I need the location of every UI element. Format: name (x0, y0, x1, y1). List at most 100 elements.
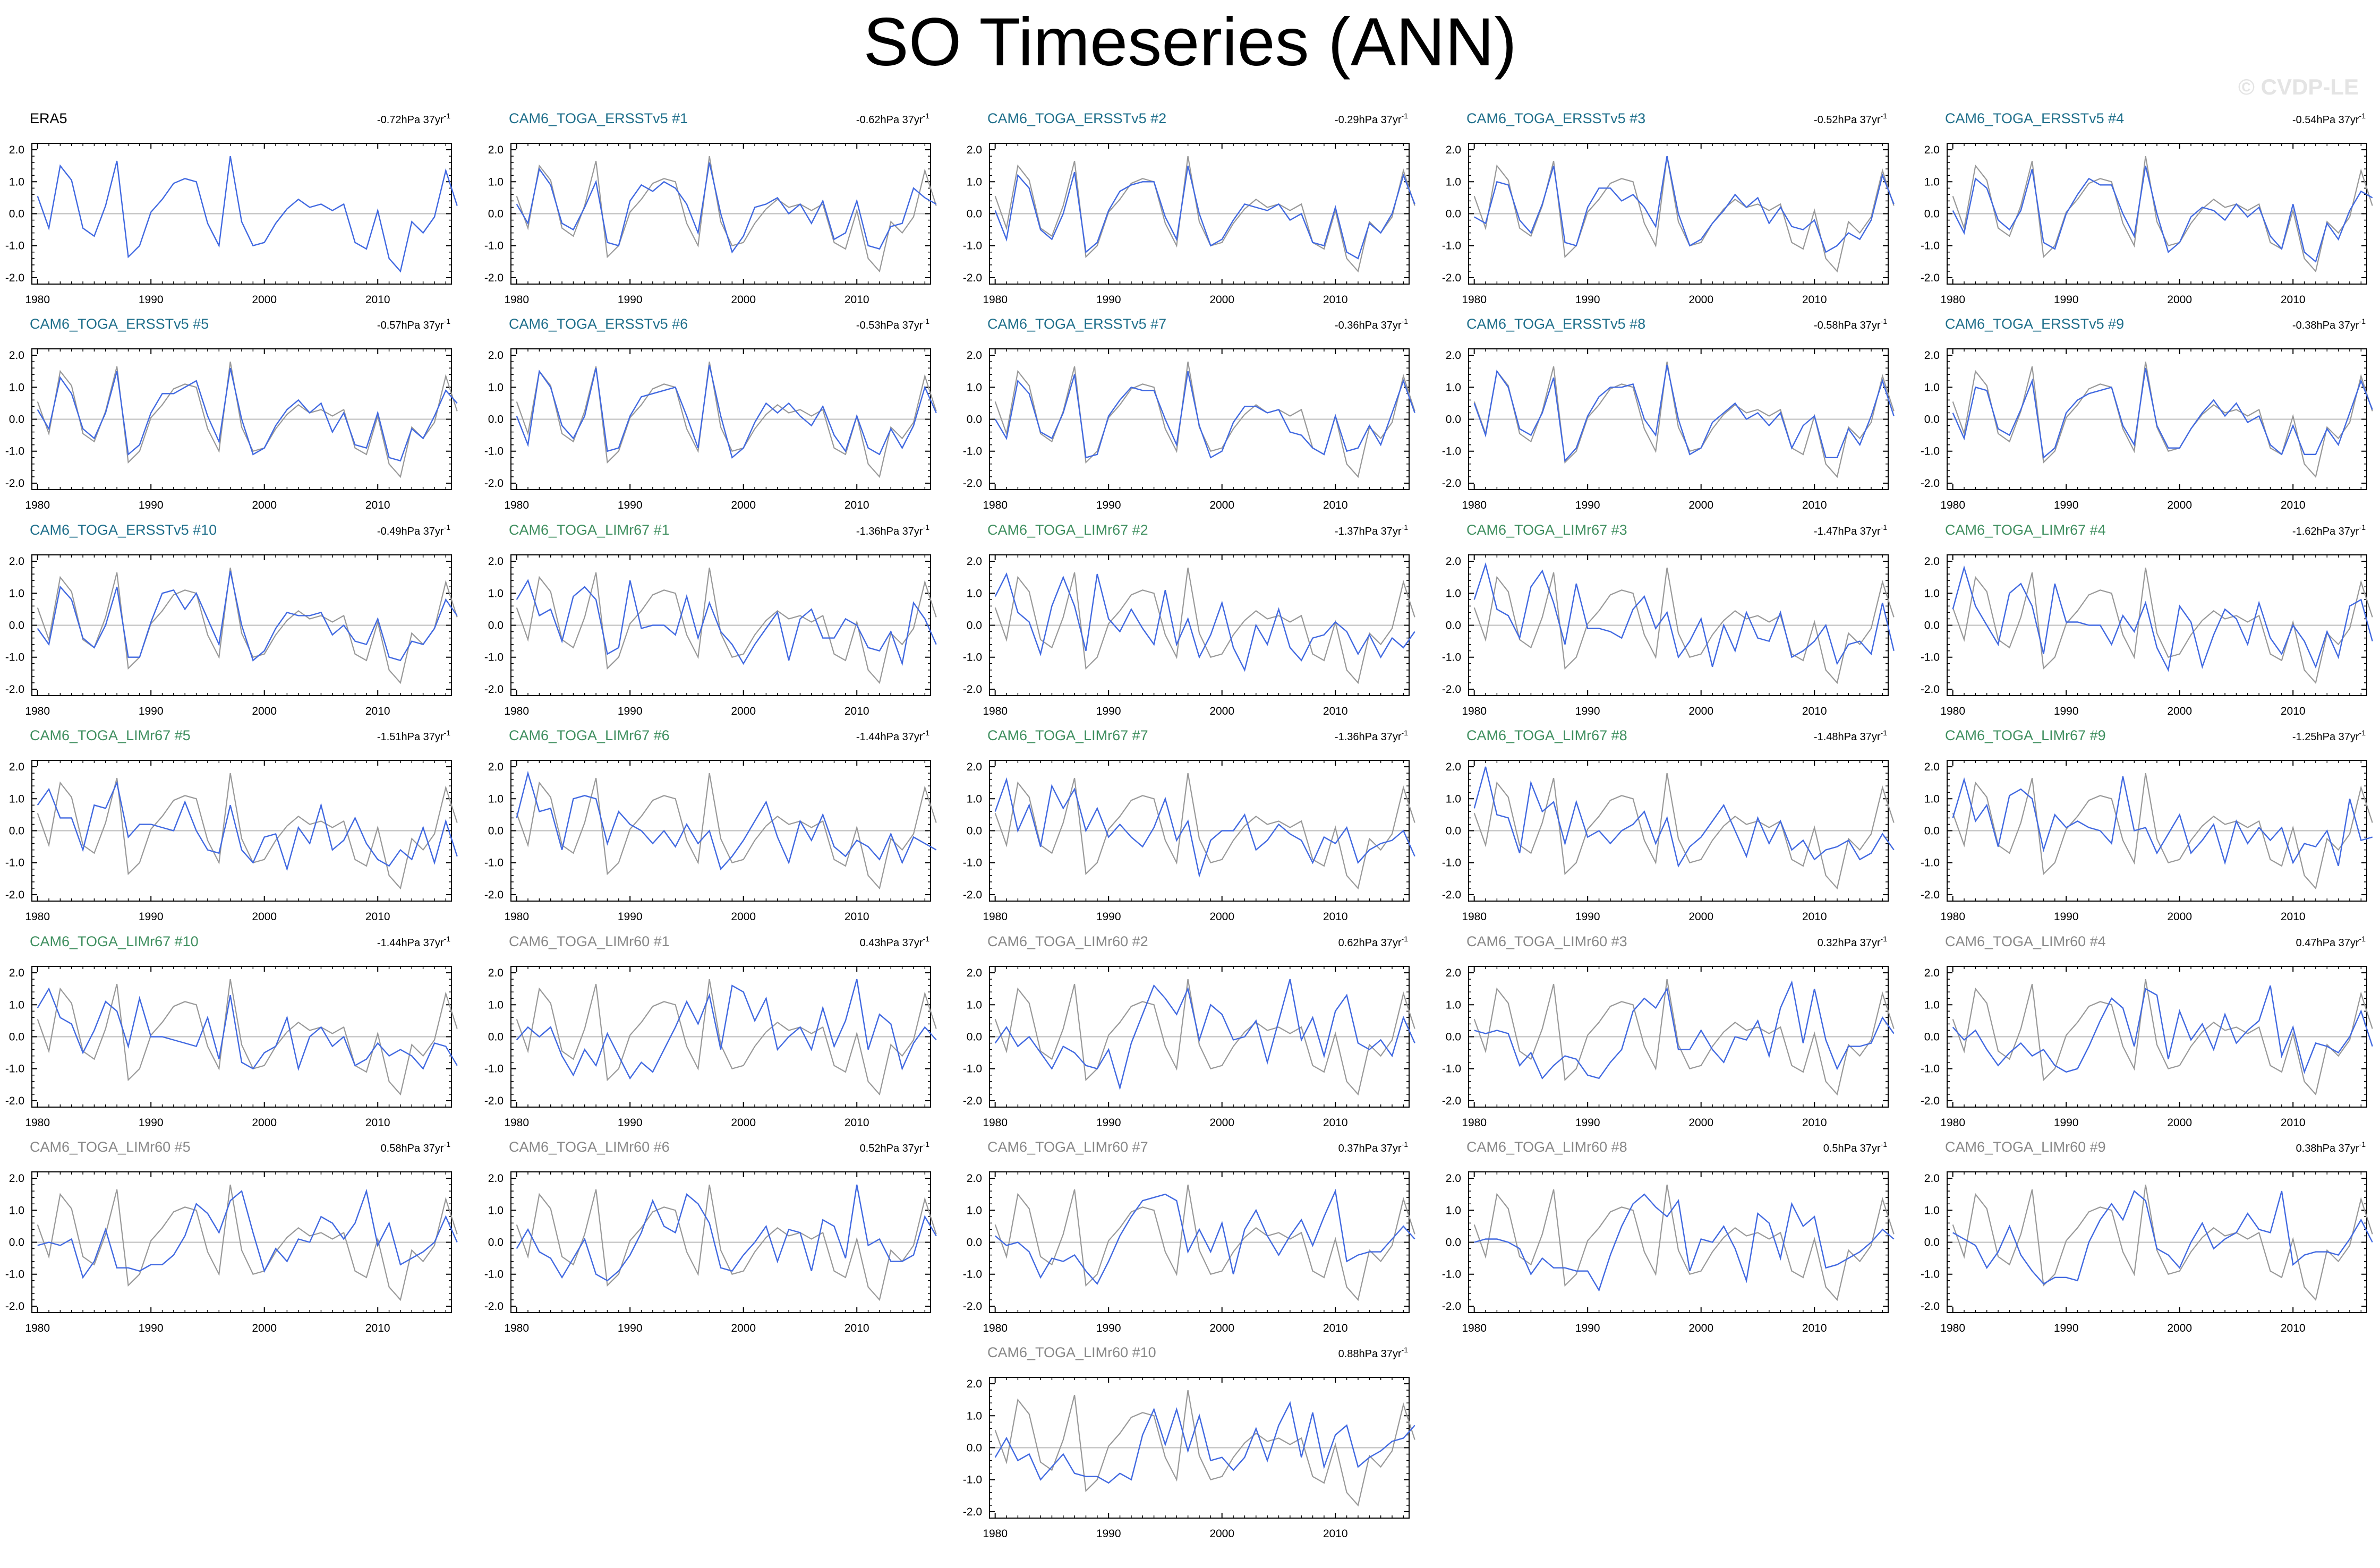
panel-title: CAM6_TOGA_LIMr67 #6 (509, 727, 670, 743)
panel-title: CAM6_TOGA_LIMr67 #3 (1466, 522, 1627, 538)
series-line (37, 367, 458, 462)
trend-value: -0.49hPa 37yr (377, 526, 444, 537)
trend-exponent: -1 (923, 523, 930, 532)
timeseries-panel: CAM6_TOGA_LIMr67 #4 -1.62hPa 37yr-1 2.0 1.0… (1921, 522, 2373, 717)
series-line (1952, 776, 2373, 867)
y-tick-label: -1.0 (5, 857, 24, 869)
x-tick-label: 1980 (983, 499, 1008, 511)
y-tick-label: 2.0 (488, 144, 504, 156)
y-tick-label: -2.0 (1921, 1095, 1940, 1107)
trend-value: 0.52hPa 37yr (860, 1143, 923, 1154)
y-tick-label: -2.0 (1921, 1300, 1940, 1313)
y-tick-label: 0.0 (488, 414, 504, 426)
y-tick-label: -1.0 (484, 1269, 504, 1281)
y-tick-label: -1.0 (1442, 1269, 1461, 1281)
x-tick-label: 1980 (1940, 705, 1965, 717)
trend-exponent: -1 (444, 935, 451, 943)
trend-value: 0.32hPa 37yr (1818, 937, 1881, 949)
y-tick-label: 2.0 (1446, 761, 1461, 773)
y-tick-label: -1.0 (1442, 857, 1461, 869)
x-tick-label: 1980 (25, 1322, 50, 1334)
trend-value: -0.62hPa 37yr (856, 114, 923, 126)
series-line (1474, 1193, 1895, 1292)
trend-exponent: -1 (444, 112, 451, 120)
series-line (1474, 980, 1895, 1079)
x-tick-label: 2010 (844, 1117, 869, 1129)
x-tick-label: 1980 (983, 1322, 1008, 1334)
y-tick-label: 2.0 (1446, 967, 1461, 979)
x-tick-label: 2010 (1323, 499, 1348, 511)
y-tick-label: 2.0 (967, 761, 982, 773)
x-tick-label: 2010 (365, 911, 390, 923)
trend-value: -0.53hPa 37yr (856, 320, 923, 331)
x-tick-label: 1990 (1096, 499, 1121, 511)
x-tick-label: 1980 (25, 705, 50, 717)
trend-value: -0.52hPa 37yr (1814, 114, 1881, 126)
y-tick-label: -1.0 (484, 1063, 504, 1075)
x-tick-label: 1990 (618, 911, 643, 923)
y-tick-label: -1.0 (5, 1063, 24, 1075)
timeseries-panel: CAM6_TOGA_LIMr60 #4 0.47hPa 37yr-1 2.0 1.0 0… (1921, 933, 2373, 1129)
x-tick-label: 2000 (1209, 499, 1234, 511)
y-tick-label: -2.0 (963, 1300, 982, 1313)
panel-title: CAM6_TOGA_LIMr60 #6 (509, 1139, 670, 1155)
trend-exponent: -1 (2359, 317, 2366, 325)
y-tick-label: 1.0 (967, 999, 982, 1011)
trend-value: -1.51hPa 37yr (377, 731, 444, 743)
series-line (1952, 565, 2373, 672)
y-tick-label: -2.0 (1442, 1300, 1461, 1313)
x-tick-label: 1990 (618, 1322, 643, 1334)
trend-exponent: -1 (444, 1140, 451, 1149)
timeseries-panel: CAM6_TOGA_ERSSTv5 #2 -0.29hPa 37yr-1 2.0 1.… (963, 110, 1415, 306)
x-tick-label: 2000 (1209, 294, 1234, 306)
trend-label: -1.25hPa 37yr-1 (2292, 729, 2366, 743)
panel-title: CAM6_TOGA_LIMr67 #9 (1945, 727, 2106, 743)
y-tick-label: -2.0 (963, 477, 982, 490)
x-tick-label: 1990 (618, 705, 643, 717)
timeseries-panel: CAM6_TOGA_LIMr67 #8 -1.48hPa 37yr-1 2.0 1.0… (1442, 727, 1895, 923)
observed-reference-line (1952, 567, 2373, 684)
x-tick-label: 1990 (1575, 1322, 1600, 1334)
panel-title: CAM6_TOGA_LIMr60 #1 (509, 933, 670, 949)
y-tick-label: 1.0 (488, 176, 504, 188)
observed-reference-line (1473, 567, 1895, 684)
x-tick-label: 2000 (731, 705, 756, 717)
x-tick-label: 2000 (731, 294, 756, 306)
y-tick-label: 0.0 (1924, 1237, 1940, 1249)
series-line (994, 1188, 1415, 1285)
x-tick-label: 1980 (504, 1322, 529, 1334)
y-tick-label: 1.0 (1924, 587, 1940, 599)
trend-label: 0.52hPa 37yr-1 (860, 1140, 930, 1154)
y-tick-label: -2.0 (1442, 272, 1461, 284)
panel-title: CAM6_TOGA_LIMr60 #7 (987, 1139, 1148, 1155)
timeseries-panel: CAM6_TOGA_LIMr67 #5 -1.51hPa 37yr-1 2.0 1.0… (5, 727, 458, 923)
x-tick-label: 1980 (983, 294, 1008, 306)
trend-exponent: -1 (1402, 317, 1409, 325)
trend-exponent: -1 (923, 317, 930, 325)
x-tick-label: 2000 (731, 911, 756, 923)
y-tick-label: 0.0 (9, 414, 24, 426)
trend-value: -0.36hPa 37yr (1335, 320, 1402, 331)
x-tick-label: 2010 (365, 1117, 390, 1129)
x-tick-label: 2010 (1323, 1117, 1348, 1129)
y-tick-label: 2.0 (9, 555, 24, 568)
y-tick-label: 0.0 (1446, 414, 1461, 426)
series-line (1473, 562, 1895, 667)
trend-value: -1.48hPa 37yr (1814, 731, 1881, 743)
panel-title: CAM6_TOGA_LIMr60 #5 (30, 1139, 191, 1155)
y-tick-label: 1.0 (967, 793, 982, 805)
x-tick-label: 2000 (252, 499, 277, 511)
x-tick-label: 1990 (1096, 1117, 1121, 1129)
trend-label: -0.49hPa 37yr-1 (377, 523, 450, 537)
series-line (994, 165, 1415, 260)
y-tick-label: 0.0 (1446, 208, 1461, 220)
series-line (994, 777, 1415, 878)
series-line (37, 570, 458, 662)
x-tick-label: 2010 (1802, 1322, 1827, 1334)
y-tick-label: -1.0 (484, 445, 504, 458)
y-tick-label: -2.0 (5, 1300, 24, 1313)
x-tick-label: 2010 (2281, 911, 2306, 923)
panel-title: CAM6_TOGA_LIMr67 #2 (987, 522, 1148, 538)
x-tick-label: 2010 (2281, 705, 2306, 717)
panel-title: CAM6_TOGA_ERSSTv5 #7 (987, 316, 1166, 332)
